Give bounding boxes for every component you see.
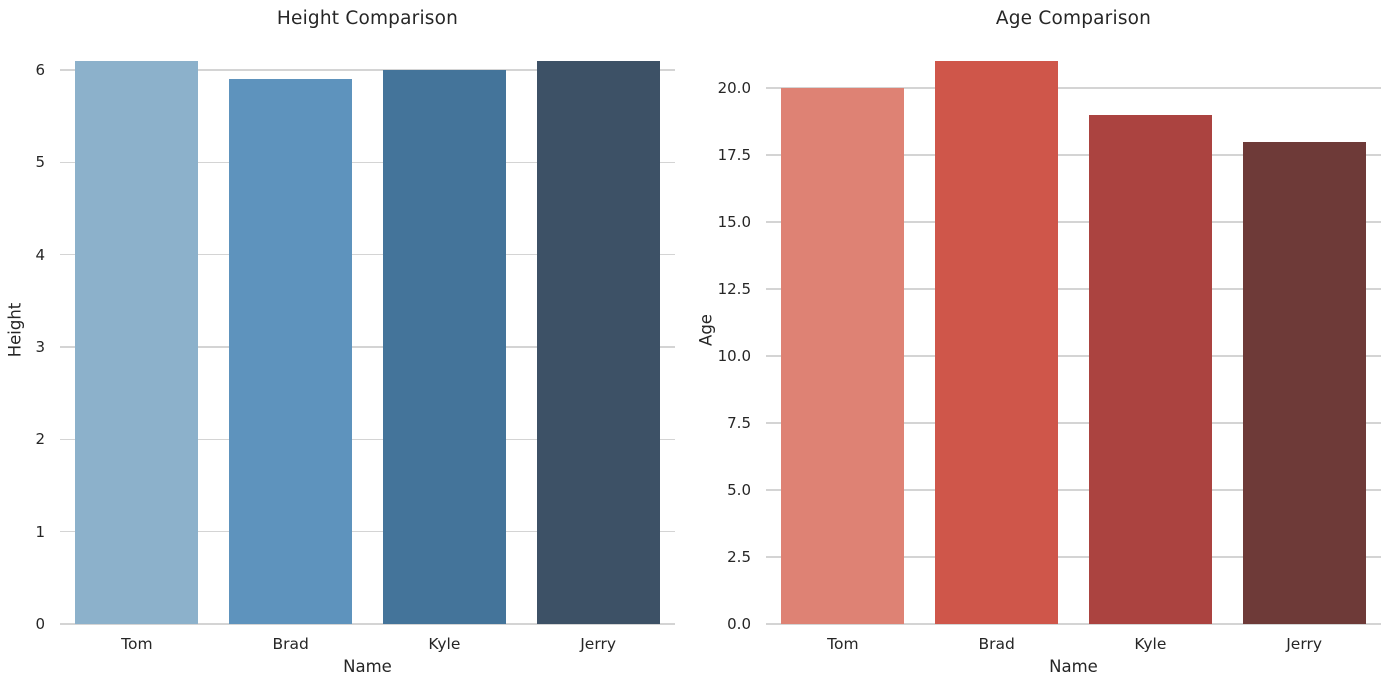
y-tick-label: 2: [35, 430, 45, 449]
gridline: [60, 623, 675, 625]
x-tick-label: Brad: [978, 635, 1015, 653]
y-tick-label: 15.0: [717, 212, 751, 231]
x-tick-label: Kyle: [1134, 635, 1167, 653]
gridline: [766, 288, 1381, 290]
x-tick-label: Jerry: [580, 635, 616, 653]
y-tick-label: 5: [35, 153, 45, 172]
x-tick-label: Kyle: [428, 635, 461, 653]
bar-brad: [935, 61, 1059, 624]
y-tick-label: 12.5: [717, 279, 751, 298]
gridline: [766, 154, 1381, 156]
y-tick-label: 17.5: [717, 145, 751, 164]
bar-kyle: [1088, 114, 1212, 624]
y-tick-label: 2.5: [727, 547, 751, 566]
bar-kyle: [382, 69, 506, 624]
x-axis-label: Name: [343, 657, 392, 676]
y-tick-label: 7.5: [727, 413, 751, 432]
gridline: [766, 489, 1381, 491]
bar-tom: [75, 60, 199, 624]
y-tick-label: 5.0: [727, 480, 751, 499]
gridline: [60, 161, 675, 164]
chart-title: Age Comparison: [995, 8, 1152, 29]
y-tick-label: 0: [35, 615, 45, 633]
y-tick-label: 4: [35, 245, 45, 264]
gridline: [60, 253, 675, 256]
y-tick-label: 6: [35, 60, 45, 79]
y-tick-label: 0.0: [727, 615, 751, 633]
gridline: [60, 69, 675, 71]
y-axis-label: Age: [696, 314, 716, 346]
x-axis-label: Name: [1049, 657, 1098, 676]
bar-brad: [229, 79, 353, 624]
chart-title: Height Comparison: [276, 8, 459, 29]
gridline: [766, 422, 1381, 424]
bar-jerry: [536, 60, 660, 624]
age-comparison-chart: Age Comparison Age 0.0 2.5 5.0 7.5 10.0 12.5 1…: [694, 0, 1389, 690]
gridline: [766, 87, 1381, 89]
gridline: [766, 556, 1381, 558]
bar-tom: [781, 87, 905, 624]
y-tick-label: 10.0: [717, 346, 751, 365]
x-tick-label: Jerry: [1286, 635, 1322, 653]
gridline: [60, 530, 675, 533]
gridline: [766, 355, 1381, 357]
plot-area: 0.0 2.5 5.0 7.5 10.0 12.5 15.0 17.5 20.0 Tom Brad K…: [718, 33, 1381, 653]
gridline: [60, 438, 675, 441]
bar-jerry: [1242, 141, 1366, 624]
y-tick-label: 1: [35, 522, 45, 541]
plot-area: 0 1 2 3 4 5 6 Tom Brad Kyle Jerry: [35, 33, 675, 653]
gridline: [60, 346, 675, 348]
x-tick-label: Brad: [272, 635, 309, 653]
x-tick-label: Tom: [121, 635, 153, 653]
y-tick-label: 3: [35, 337, 45, 356]
x-tick-label: Tom: [827, 635, 859, 653]
gridline: [766, 221, 1381, 223]
y-tick-label: 20.0: [717, 78, 751, 97]
gridline: [766, 623, 1381, 625]
height-comparison-chart: Height Comparison Height 0 1 2 3 4 5 6 Tom Brad K…: [0, 0, 694, 690]
